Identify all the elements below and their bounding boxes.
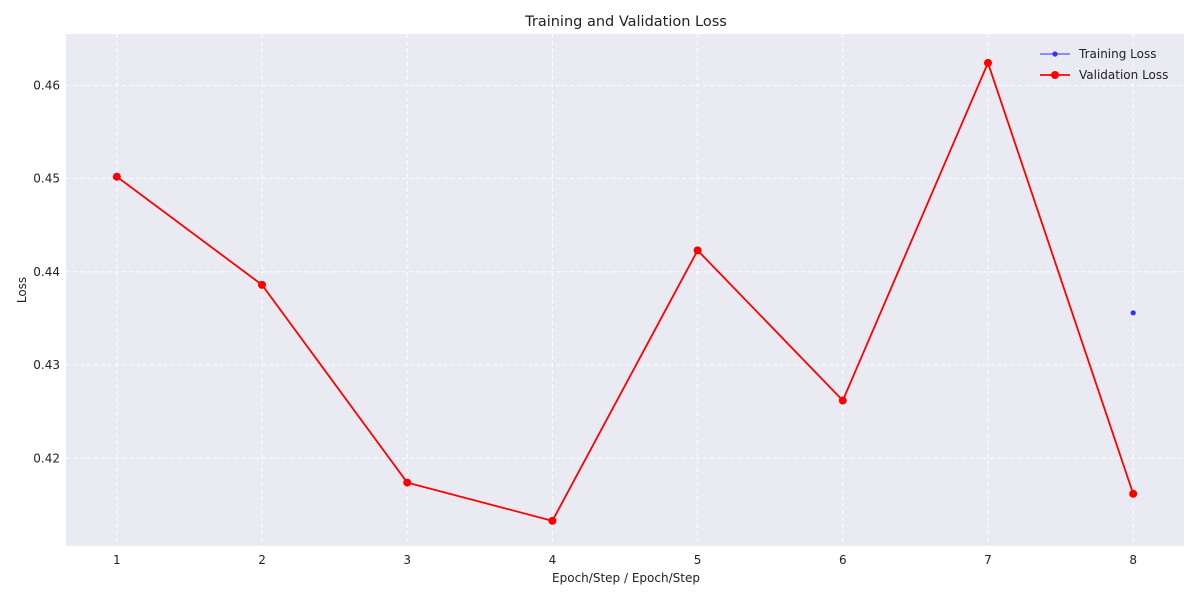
x-axis-label: Epoch/Step / Epoch/Step xyxy=(552,571,700,585)
y-tick-label: 0.42 xyxy=(33,451,60,465)
x-tick-label: 3 xyxy=(403,553,411,567)
x-tick-label: 5 xyxy=(694,553,702,567)
data-point-validation-loss xyxy=(983,58,992,67)
data-point-validation-loss xyxy=(838,396,847,405)
legend-label-validation: Validation Loss xyxy=(1079,68,1168,82)
x-tick-label: 1 xyxy=(113,553,121,567)
x-axis-ticks: 1 2 3 4 5 6 7 8 xyxy=(113,553,1137,567)
chart-title: Training and Validation Loss xyxy=(524,14,727,30)
x-tick-label: 7 xyxy=(984,553,992,567)
grid xyxy=(66,34,1184,546)
y-axis-label: Loss xyxy=(15,277,29,303)
series-validation-loss xyxy=(112,58,1138,525)
data-point-validation-loss xyxy=(112,172,121,181)
x-tick-label: 2 xyxy=(258,553,266,567)
y-tick-label: 0.46 xyxy=(33,78,60,92)
data-point-validation-loss xyxy=(1129,489,1138,498)
y-axis-ticks: 0.42 0.43 0.44 0.45 0.46 xyxy=(33,78,60,465)
data-point-validation-loss xyxy=(693,246,702,255)
y-tick-label: 0.45 xyxy=(33,172,60,186)
y-tick-label: 0.44 xyxy=(33,265,60,279)
series-line-validation-loss xyxy=(116,62,1135,522)
data-point-validation-loss xyxy=(403,478,412,487)
plot-background xyxy=(66,34,1184,546)
data-point-training-loss xyxy=(1130,310,1136,316)
y-tick-label: 0.43 xyxy=(33,358,60,372)
series-training-loss xyxy=(1130,310,1136,316)
data-point-validation-loss xyxy=(258,280,267,289)
x-tick-label: 6 xyxy=(839,553,847,567)
legend: Training Loss Validation Loss xyxy=(1040,47,1168,82)
series-layer xyxy=(112,58,1138,525)
x-tick-label: 4 xyxy=(549,553,557,567)
x-tick-label: 8 xyxy=(1129,553,1137,567)
legend-marker-training xyxy=(1052,51,1058,57)
legend-label-training: Training Loss xyxy=(1078,47,1156,61)
legend-marker-validation xyxy=(1051,71,1059,79)
data-point-validation-loss xyxy=(548,516,557,525)
